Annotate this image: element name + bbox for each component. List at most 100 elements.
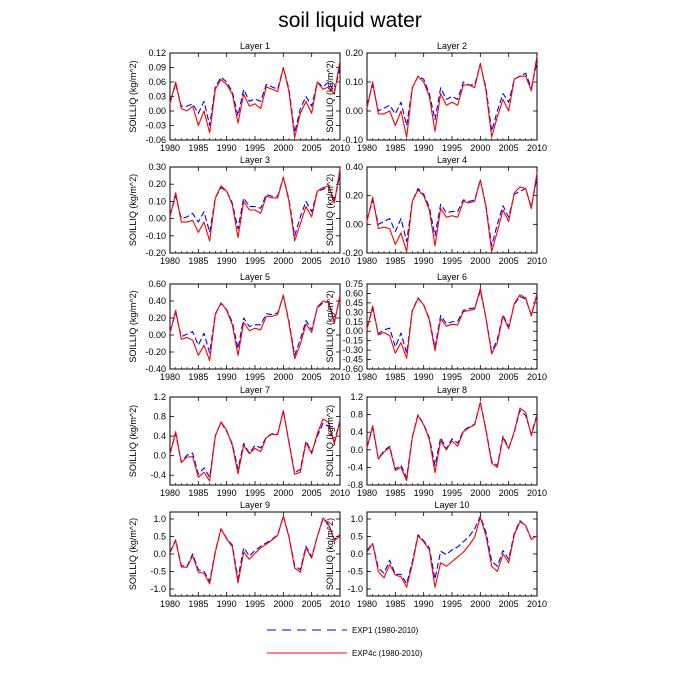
- y-tick-label: 0.00: [148, 214, 166, 224]
- y-tick-label: 0.60: [345, 288, 363, 298]
- y-tick-label: 0.0: [350, 445, 363, 455]
- x-tick-label: 2005: [302, 372, 322, 382]
- x-tick-label: 2000: [273, 488, 293, 498]
- y-tick-label: -1.0: [347, 584, 363, 594]
- x-tick-label: 1995: [245, 488, 265, 498]
- x-tick-label: 1990: [414, 599, 434, 609]
- x-tick-label: 2005: [499, 488, 519, 498]
- x-tick-label: 1980: [160, 599, 180, 609]
- y-tick-label: 0.8: [350, 410, 363, 420]
- x-tick-label: 1980: [357, 488, 377, 498]
- x-tick-label: 1990: [217, 256, 237, 266]
- x-tick-label: 2005: [302, 488, 322, 498]
- y-tick-label: 0.40: [148, 296, 166, 306]
- series-line-exp1: [169, 66, 341, 134]
- y-tick-label: 0.4: [350, 427, 363, 437]
- x-tick-label: 1985: [385, 143, 405, 153]
- panel-layer-5: Layer 5 1980 1985 1990 1995 2000 2005 2010 -0.40…: [128, 272, 350, 382]
- y-tick-label: 0.45: [345, 298, 363, 308]
- panel-title: Layer 7: [240, 385, 270, 395]
- x-tick-label: 1985: [385, 372, 405, 382]
- panel-layer-10: Layer 10 1980 1985 1990 1995 2000 2005 2010 -1.0…: [325, 500, 547, 609]
- series-line-exp4c: [366, 172, 538, 253]
- y-tick-label: 1.0: [153, 514, 166, 524]
- x-tick-label: 1985: [385, 599, 405, 609]
- y-tick-label: 0.40: [345, 162, 363, 172]
- x-tick-label: 2005: [499, 599, 519, 609]
- y-tick-label: 1.2: [153, 392, 166, 402]
- plot-frame: [169, 396, 341, 486]
- panel-title: Layer 4: [437, 155, 467, 165]
- x-tick-label: 1995: [245, 256, 265, 266]
- series-line-exp4c: [169, 60, 341, 139]
- panel-layer-9: Layer 9 1980 1985 1990 1995 2000 2005 2010 -1.0 -…: [128, 500, 350, 609]
- panel-layer-1: Layer 1 1980 1985 1990 1995 2000 2005 2010 -0.06…: [128, 41, 350, 153]
- y-tick-label: 0.03: [148, 92, 166, 102]
- series-line-exp1: [366, 176, 538, 247]
- x-tick-label: 2010: [330, 599, 350, 609]
- x-tick-label: 2010: [527, 143, 547, 153]
- series-line-exp4c: [169, 294, 341, 362]
- y-tick-label: 0.10: [148, 196, 166, 206]
- x-tick-label: 1985: [188, 488, 208, 498]
- y-tick-label: 0.30: [148, 162, 166, 172]
- x-tick-label: 1980: [160, 372, 180, 382]
- y-tick-label: 0.10: [345, 77, 363, 87]
- x-tick-label: 1995: [442, 488, 462, 498]
- x-tick-label: 2005: [499, 143, 519, 153]
- y-tick-label: -0.8: [347, 480, 363, 490]
- x-tick-label: 1985: [188, 143, 208, 153]
- x-tick-label: 1985: [385, 256, 405, 266]
- series-line-exp1: [366, 61, 538, 132]
- series-line-exp4c: [169, 410, 341, 482]
- y-tick-label: 1.2: [350, 392, 363, 402]
- x-tick-label: 2005: [499, 256, 519, 266]
- x-tick-label: 1995: [245, 143, 265, 153]
- x-tick-label: 2010: [527, 488, 547, 498]
- panel-title: Layer 10: [434, 500, 469, 510]
- y-tick-label: -0.45: [342, 355, 363, 365]
- y-tick-label: 0.0: [350, 549, 363, 559]
- y-tick-label: -0.10: [342, 135, 363, 145]
- y-tick-label: 0.00: [148, 330, 166, 340]
- x-tick-label: 1995: [442, 256, 462, 266]
- x-tick-label: 1990: [414, 143, 434, 153]
- y-tick-label: -0.60: [342, 364, 363, 374]
- y-tick-label: -0.4: [150, 470, 166, 480]
- y-tick-label: 0.30: [345, 307, 363, 317]
- x-tick-label: 2010: [527, 599, 547, 609]
- y-tick-label: 0.00: [345, 106, 363, 116]
- panel-title: Layer 5: [240, 272, 270, 282]
- x-tick-label: 2005: [499, 372, 519, 382]
- y-axis-label: SOILLIQ (kg/m^2): [128, 405, 138, 477]
- x-tick-label: 1995: [442, 372, 462, 382]
- y-tick-label: -0.30: [342, 345, 363, 355]
- x-tick-label: 2000: [470, 372, 490, 382]
- y-tick-label: -0.5: [150, 567, 166, 577]
- x-tick-label: 1980: [357, 599, 377, 609]
- y-axis-label: SOILLIQ (kg/m^2): [325, 290, 335, 362]
- x-tick-label: 1980: [160, 143, 180, 153]
- plot-frame: [366, 511, 538, 597]
- x-tick-label: 2010: [330, 372, 350, 382]
- y-tick-label: 0.8: [153, 412, 166, 422]
- x-tick-label: 2000: [273, 372, 293, 382]
- y-tick-label: 0.20: [148, 313, 166, 323]
- x-tick-label: 2010: [330, 143, 350, 153]
- y-tick-label: 0.60: [148, 279, 166, 289]
- x-tick-label: 2005: [302, 143, 322, 153]
- x-tick-label: 2010: [330, 488, 350, 498]
- panel-layer-3: Layer 3 1980 1985 1990 1995 2000 2005 2010 -0.20…: [128, 155, 350, 266]
- x-tick-label: 1995: [442, 599, 462, 609]
- series-line-exp4c: [169, 515, 341, 585]
- x-tick-label: 1980: [160, 488, 180, 498]
- y-axis-label: SOILLIQ (kg/m^2): [128, 518, 138, 590]
- legend: EXP1 (1980-2010) EXP4c (1980-2010): [267, 626, 423, 658]
- y-tick-label: 0.75: [345, 279, 363, 289]
- panel-title: Layer 9: [240, 500, 270, 510]
- legend-label-exp4c: EXP4c (1980-2010): [352, 649, 423, 658]
- x-tick-label: 2000: [273, 256, 293, 266]
